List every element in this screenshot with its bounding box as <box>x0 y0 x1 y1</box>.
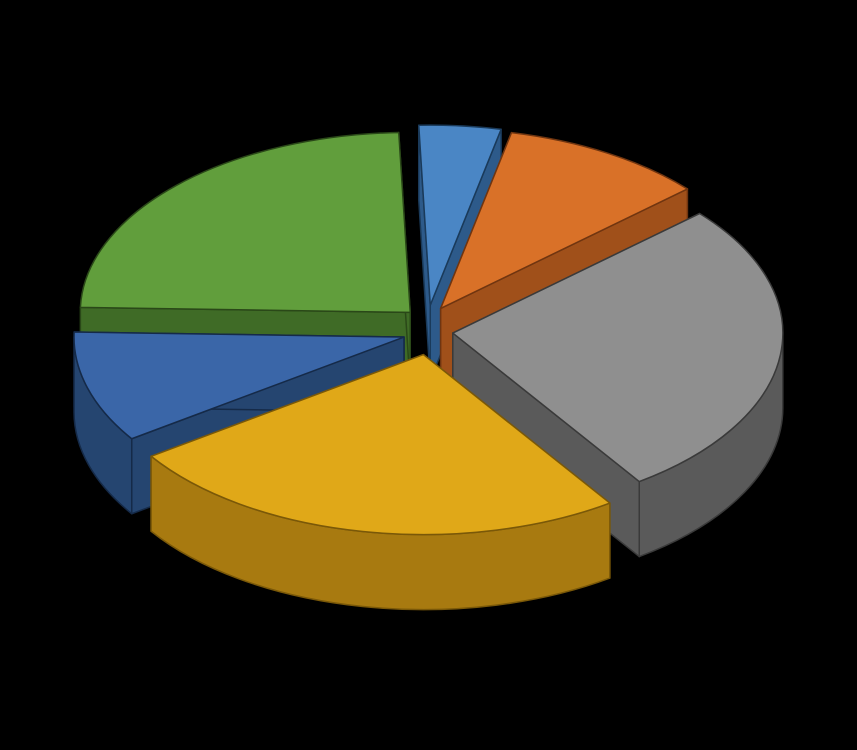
pie-slice-5-top <box>80 132 410 312</box>
pie-chart-3d <box>0 0 857 750</box>
